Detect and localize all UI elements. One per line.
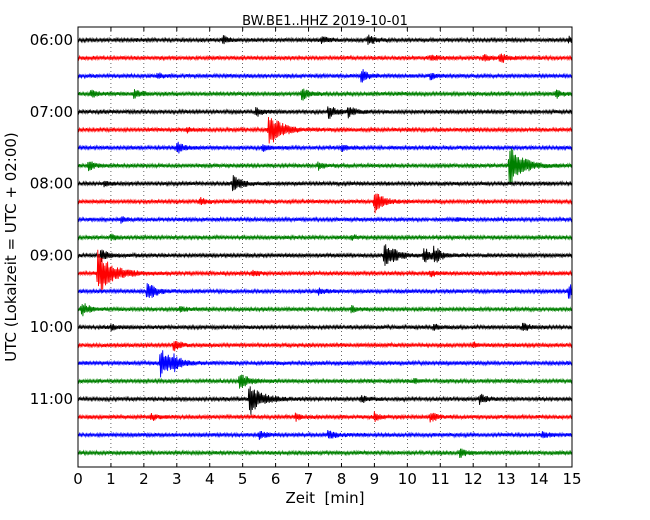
x-tick-label: 2 [139, 470, 149, 488]
y-tick-label: 07:00 [30, 103, 73, 121]
x-tick-label: 9 [370, 470, 380, 488]
trace-line [77, 141, 573, 154]
trace-line [77, 374, 573, 389]
y-axis-label: UTC (Lokalzeit = UTC + 02:00) [2, 132, 20, 362]
y-tick-label: 09:00 [30, 246, 73, 264]
trace-line [77, 88, 573, 101]
trace-line [77, 193, 573, 214]
trace-line [77, 386, 573, 415]
trace-line [77, 411, 573, 423]
y-tick-label: 06:00 [30, 31, 73, 49]
trace-line [77, 429, 573, 440]
x-tick-label: 13 [497, 470, 516, 488]
trace-line [77, 106, 573, 119]
trace-line [77, 350, 573, 378]
x-tick-label: 11 [431, 470, 450, 488]
trace-line [77, 53, 573, 63]
x-tick-label: 14 [530, 470, 549, 488]
trace-line [77, 175, 573, 192]
plot-frame [77, 26, 573, 468]
x-tick-label: 12 [464, 470, 483, 488]
trace-line [77, 69, 573, 83]
x-axis: 0 1 2 3 4 5 6 7 8 9 10 11 12 13 14 15 [73, 27, 582, 488]
x-tick-label: 3 [172, 470, 182, 488]
x-tick-label: 1 [106, 470, 116, 488]
trace-line [77, 283, 573, 299]
trace-line [77, 233, 573, 242]
y-tick-label: 11:00 [30, 390, 73, 408]
traces [77, 34, 573, 459]
x-tick-label: 6 [271, 470, 281, 488]
trace-line [77, 322, 573, 332]
y-axis: 06:00 07:00 08:00 09:00 10:00 11:00 [30, 31, 572, 408]
x-tick-label: 8 [337, 470, 347, 488]
trace-line [77, 340, 573, 352]
x-tick-label: 7 [304, 470, 314, 488]
trace-line [77, 303, 573, 317]
trace-line [77, 448, 573, 459]
trace-line [77, 148, 573, 185]
y-tick-label: 10:00 [30, 318, 73, 336]
trace-line [77, 116, 573, 144]
y-tick-label: 08:00 [30, 175, 73, 193]
x-tick-label: 5 [238, 470, 248, 488]
x-tick-label: 10 [398, 470, 417, 488]
x-tick-label: 4 [205, 470, 215, 488]
trace-line [77, 244, 573, 266]
x-axis-label: Zeit [min] [285, 489, 364, 507]
trace-line [77, 215, 573, 224]
grid-lines [110, 27, 540, 467]
x-tick-label: 0 [73, 470, 83, 488]
trace-line [77, 34, 573, 45]
chart-title: BW.BE1..HHZ 2019-10-01 [242, 14, 408, 29]
x-tick-label: 15 [562, 470, 581, 488]
trace-line [77, 249, 573, 292]
